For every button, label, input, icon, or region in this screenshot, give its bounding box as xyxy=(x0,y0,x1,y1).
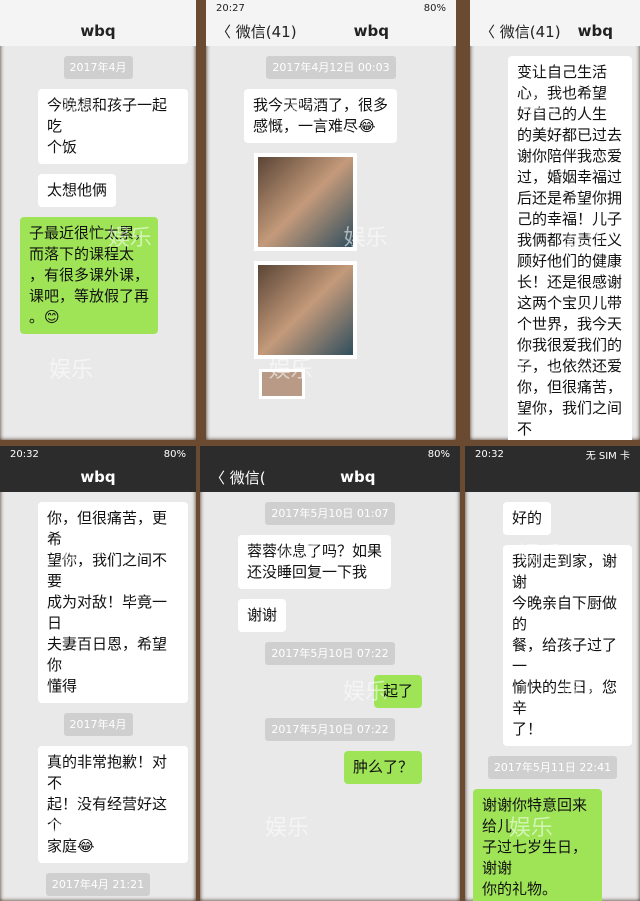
chat-header: 〈 微信( wbq xyxy=(200,462,460,492)
message-bubble: 子最近很忙太累， 而落下的课程太 ，有很多课外课， 课吧，等放假了再 。😊 xyxy=(19,217,158,334)
phone-screen: 20:32 无 SIM 卡好的我刚走到家，谢谢 今晚亲自下厨做的 餐，给孩子过了一… xyxy=(465,446,640,901)
back-button[interactable]: 〈 微信(41) xyxy=(216,22,297,41)
phone-screen: 20:32 80% wbq 你，但很痛苦，更希 望你，我们之间不要 成为对敌！毕竟一日… xyxy=(0,446,196,901)
status-battery: 无 SIM 卡 xyxy=(585,450,630,462)
chat-header: 〈 微信(41) wbq xyxy=(206,16,456,46)
status-bar xyxy=(470,0,640,16)
message-bubble: 谢谢你特意回来给儿 子过七岁生日，谢谢 你的礼物。 xyxy=(473,789,602,901)
back-button[interactable]: 〈 微信(41) xyxy=(480,22,561,41)
timestamp: 2017年4月 xyxy=(63,713,133,736)
message-bubble: 真的非常抱歉！对不 起！没有经营好这个 家庭😂 xyxy=(38,746,188,863)
message-list: 2017年5月10日 01:07 蓉蓉休息了吗？如果 还没睡回复一下我谢谢 2017… xyxy=(200,492,460,794)
status-battery: 80% xyxy=(163,448,186,460)
timestamp: 2017年4月12日 00:03 xyxy=(266,56,396,79)
status-battery: 80% xyxy=(427,448,450,460)
photo-message xyxy=(259,369,305,399)
chat-title: wbq xyxy=(80,22,116,40)
message-bubble: 我刚走到家，谢谢 今晚亲自下厨做的 餐，给孩子过了一 愉快的生日，您辛 了！ xyxy=(503,545,632,746)
timestamp: 2017年5月10日 01:07 xyxy=(265,502,395,525)
chat-header: 〈 微信(41) wbq xyxy=(470,16,640,46)
message-list: 好的我刚走到家，谢谢 今晚亲自下厨做的 餐，给孩子过了一 愉快的生日，您辛 了！… xyxy=(465,492,640,901)
chat-title: wbq xyxy=(80,468,116,486)
message-list: 2017年4月今晚想和孩子一起吃 个饭太想他俩子最近很忙太累， 而落下的课程太 … xyxy=(0,46,196,344)
phone-screen: 〈 微信(41) wbq 变让自己生活 心，我也希望 好自己的人生 的美好都已过去 … xyxy=(470,0,640,440)
status-time: 20:32 xyxy=(475,448,504,460)
message-bubble: 变让自己生活 心，我也希望 好自己的人生 的美好都已过去 谢你陪伴我恋爱 过，婚… xyxy=(508,56,632,440)
message-bubble: 谢谢 xyxy=(238,599,287,632)
message-bubble: 起了 xyxy=(373,675,422,708)
phone-screen: 80% 〈 微信( wbq 2017年5月10日 01:07 蓉蓉休息了吗？如果 还没睡… xyxy=(200,446,460,901)
message-list: 变让自己生活 心，我也希望 好自己的人生 的美好都已过去 谢你陪伴我恋爱 过，婚… xyxy=(470,46,640,440)
chat-title: wbq xyxy=(577,22,613,40)
watermark: 娱乐 xyxy=(49,358,94,383)
timestamp: 2017年4月 21:21 xyxy=(45,873,151,896)
photo-message xyxy=(254,153,357,251)
watermark: 娱乐 xyxy=(265,816,310,841)
chat-title: wbq xyxy=(340,468,376,486)
back-button[interactable]: 〈 微信( xyxy=(210,468,266,487)
chat-header: wbq xyxy=(0,462,196,492)
status-bar: 20:32 无 SIM 卡 xyxy=(465,446,640,462)
status-time: 20:32 xyxy=(10,448,39,460)
message-bubble: 我今天喝酒了，很多 感慨，一言难尽😂 xyxy=(244,89,398,143)
status-bar xyxy=(0,0,196,16)
message-bubble: 你，但很痛苦，更希 望你，我们之间不要 成为对敌！毕竟一日 夫妻百日恩，希望你 … xyxy=(38,502,188,703)
message-bubble: 蓉蓉休息了吗？如果 还没睡回复一下我 xyxy=(238,535,392,589)
phone-screen: wbq 2017年4月今晚想和孩子一起吃 个饭太想他俩子最近很忙太累， 而落下的课… xyxy=(0,0,196,440)
photo-message xyxy=(254,261,357,359)
message-bubble: 好的 xyxy=(503,502,552,535)
timestamp: 2017年5月10日 07:22 xyxy=(265,642,395,665)
chat-title: wbq xyxy=(353,22,389,40)
timestamp: 2017年5月10日 07:22 xyxy=(265,718,395,741)
message-list: 2017年4月12日 00:03 我今天喝酒了，很多 感慨，一言难尽😂 xyxy=(206,46,456,409)
status-bar: 20:27 80% xyxy=(206,0,456,16)
chat-header: wbq xyxy=(0,16,196,46)
status-time: 20:27 xyxy=(216,2,245,14)
timestamp: 2017年4月 xyxy=(63,56,133,79)
status-bar: 20:32 80% xyxy=(0,446,196,462)
timestamp: 2017年5月11日 22:41 xyxy=(487,756,618,779)
status-bar: 80% xyxy=(200,446,460,462)
message-bubble: 太想他俩 xyxy=(38,174,117,207)
phone-screen: 20:27 80% 〈 微信(41) wbq 2017年4月12日 00:03 我今天喝酒… xyxy=(206,0,456,440)
status-battery: 80% xyxy=(423,2,446,14)
message-list: 你，但很痛苦，更希 望你，我们之间不要 成为对敌！毕竟一日 夫妻百日恩，希望你 … xyxy=(0,492,196,901)
chat-header xyxy=(465,462,640,492)
message-bubble: 肿么了？ xyxy=(343,751,422,784)
message-bubble: 今晚想和孩子一起吃 个饭 xyxy=(38,89,188,164)
